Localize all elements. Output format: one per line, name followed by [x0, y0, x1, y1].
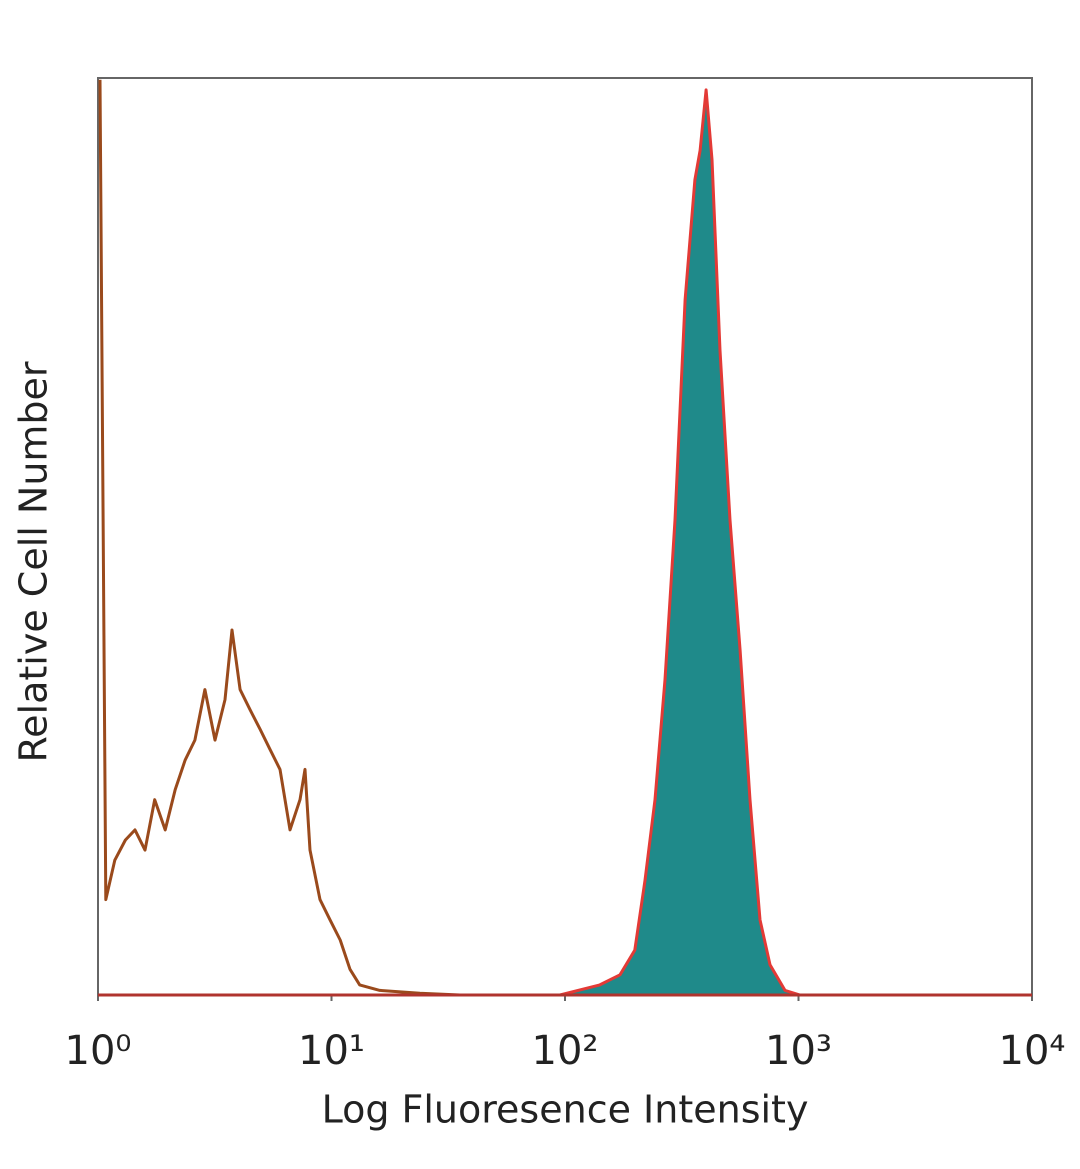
- histogram-line: [559, 88, 801, 997]
- x-tick-label: 10²: [532, 1028, 599, 1074]
- plot-frame: [97, 77, 1033, 996]
- x-axis-label: Log Fluoresence Intensity: [322, 1088, 809, 1132]
- x-tick-label: 10³: [765, 1028, 832, 1074]
- histogram-fill: [560, 89, 800, 995]
- y-axis-label: Relative Cell Number: [12, 361, 56, 762]
- x-tick-label: 10⁰: [65, 1028, 132, 1074]
- x-tick-label: 10⁴: [999, 1028, 1066, 1074]
- histogram-line: [98, 79, 461, 997]
- x-tick-label: 10¹: [298, 1028, 365, 1074]
